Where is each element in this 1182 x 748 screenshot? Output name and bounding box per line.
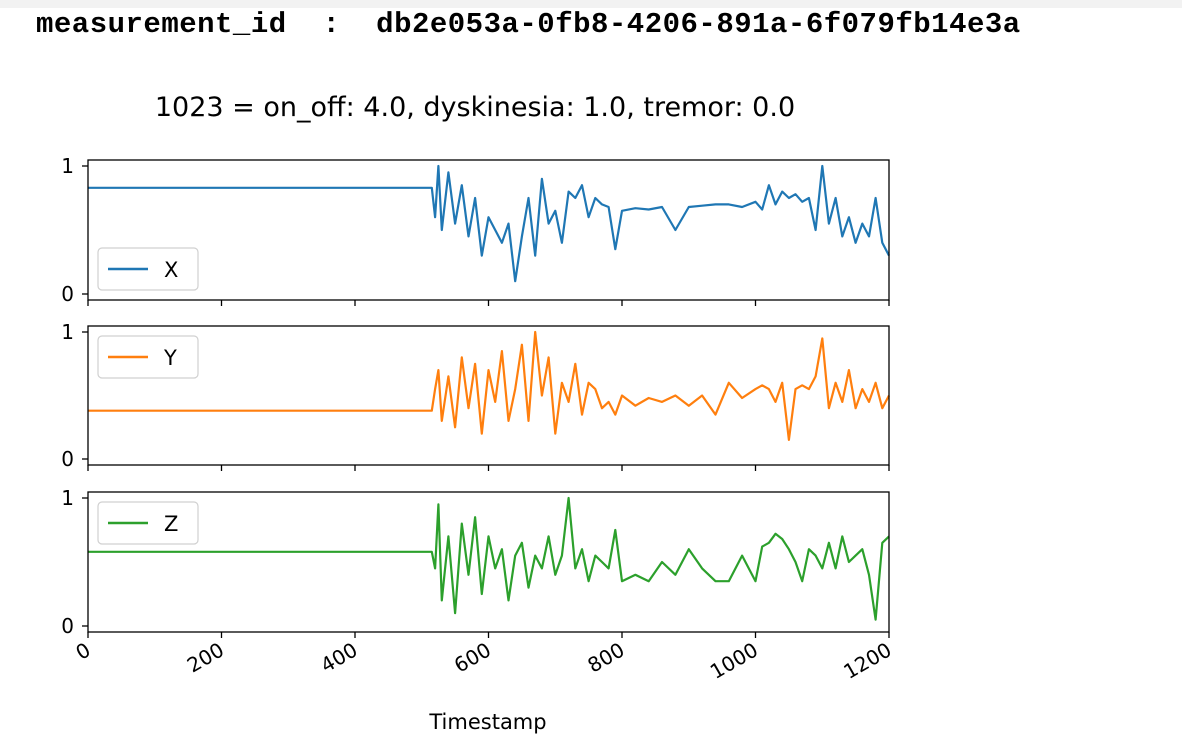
plot-frame	[87, 159, 890, 301]
subplot-y: 0 1 Y	[61, 320, 890, 471]
x-axis-label: Timestamp	[428, 710, 546, 734]
measurement-header: measurement_id : db2e053a-0fb8-4206-891a…	[36, 8, 1021, 41]
subplot-x: 0 1 X	[61, 154, 890, 306]
x-tick-label: 1200	[839, 638, 895, 684]
legend-y: Y	[97, 335, 199, 379]
x-tick-label: 1000	[706, 638, 762, 684]
chart-title: 1023 = on_off: 4.0, dyskinesia: 1.0, tre…	[155, 92, 795, 123]
series-line-z	[88, 496, 890, 621]
subplot-z: 0 1 Z	[61, 486, 890, 638]
series-line-y	[88, 330, 890, 441]
x-tick-label: 200	[183, 638, 228, 678]
series-line-x	[88, 164, 890, 283]
y-tick-label: 1	[61, 320, 74, 344]
legend-label: X	[164, 258, 178, 282]
x-tick-label: 800	[583, 638, 628, 678]
plot-frame	[87, 491, 890, 633]
header-key: measurement_id	[36, 8, 287, 41]
y-tick-label: 0	[61, 282, 74, 306]
top-bar	[0, 0, 1182, 8]
legend-label: Z	[164, 512, 178, 536]
x-tick-label: 600	[450, 638, 495, 678]
y-tick-label: 0	[61, 614, 74, 638]
legend-label: Y	[163, 346, 177, 370]
y-tick-label: 0	[61, 447, 74, 471]
header-separator: :	[322, 8, 341, 41]
x-tick-label: 0	[71, 638, 94, 665]
legend-x: X	[97, 247, 199, 291]
y-tick-label: 1	[61, 154, 74, 178]
plot-frame	[87, 325, 890, 466]
y-tick-label: 1	[61, 486, 74, 510]
header-value: db2e053a-0fb8-4206-891a-6f079fb14e3a	[376, 8, 1021, 41]
x-tick-label: 400	[316, 638, 361, 678]
legend-z: Z	[97, 501, 199, 545]
